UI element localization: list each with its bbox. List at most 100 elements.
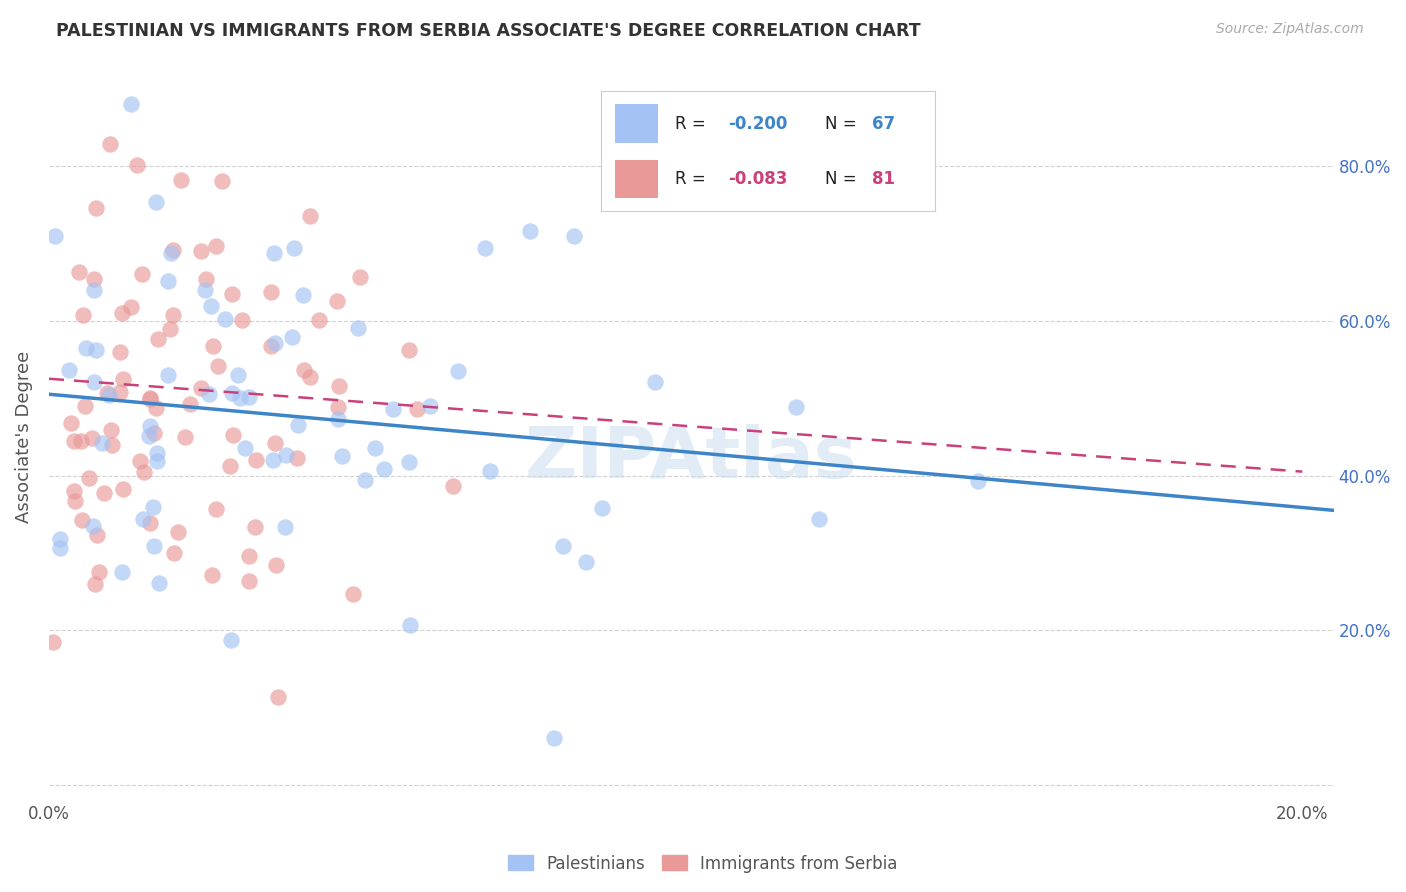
- Point: [42, 635, 65, 649]
- Point: [330, 449, 353, 463]
- Point: [342, 587, 364, 601]
- Point: [807, 512, 830, 526]
- Text: PALESTINIAN VS IMMIGRANTS FROM SERBIA ASSOCIATE'S DEGREE CORRELATION CHART: PALESTINIAN VS IMMIGRANTS FROM SERBIA AS…: [56, 22, 921, 40]
- Point: [82, 431, 104, 445]
- Point: [86, 528, 108, 542]
- Point: [479, 464, 502, 478]
- Point: [142, 500, 165, 515]
- Point: [142, 426, 165, 441]
- Point: [575, 555, 598, 569]
- Point: [96, 386, 118, 401]
- Point: [419, 399, 441, 413]
- Point: [87, 565, 110, 579]
- Point: [211, 174, 233, 188]
- Point: [264, 436, 287, 450]
- Point: [263, 245, 285, 260]
- Point: [157, 274, 180, 288]
- Point: [98, 137, 121, 152]
- Point: [381, 401, 404, 416]
- Point: [60, 417, 83, 431]
- Point: [138, 419, 160, 434]
- Point: [139, 391, 162, 405]
- Point: [280, 330, 302, 344]
- Point: [204, 502, 226, 516]
- Point: [562, 228, 585, 243]
- Point: [163, 546, 186, 560]
- Point: [100, 423, 122, 437]
- Point: [77, 471, 100, 485]
- Point: [326, 400, 349, 414]
- Point: [447, 364, 470, 378]
- Point: [167, 524, 190, 539]
- Point: [229, 391, 252, 405]
- Point: [145, 401, 167, 415]
- Point: [111, 483, 134, 497]
- Point: [146, 454, 169, 468]
- Point: [125, 158, 148, 172]
- Point: [63, 434, 86, 448]
- Point: [328, 412, 350, 426]
- Point: [195, 272, 218, 286]
- Point: [308, 313, 330, 327]
- Point: [72, 308, 94, 322]
- Point: [205, 239, 228, 253]
- Point: [328, 379, 350, 393]
- Point: [262, 453, 284, 467]
- Point: [138, 428, 160, 442]
- Point: [245, 520, 267, 534]
- Point: [190, 380, 212, 394]
- Point: [84, 343, 107, 358]
- Point: [145, 194, 167, 209]
- Point: [73, 400, 96, 414]
- Point: [221, 286, 243, 301]
- Point: [347, 320, 370, 334]
- Point: [405, 401, 427, 416]
- Point: [264, 558, 287, 573]
- Point: [644, 375, 666, 389]
- Point: [111, 371, 134, 385]
- Point: [170, 173, 193, 187]
- Point: [298, 209, 321, 223]
- Point: [129, 453, 152, 467]
- Point: [162, 308, 184, 322]
- Point: [591, 500, 613, 515]
- Point: [245, 453, 267, 467]
- Point: [91, 436, 114, 450]
- Point: [221, 385, 243, 400]
- Point: [201, 568, 224, 582]
- Point: [238, 390, 260, 404]
- Point: [785, 400, 807, 414]
- Point: [966, 474, 988, 488]
- Point: [97, 388, 120, 402]
- Point: [156, 368, 179, 383]
- Point: [110, 384, 132, 399]
- Point: [200, 299, 222, 313]
- Point: [86, 201, 108, 215]
- Point: [82, 519, 104, 533]
- Point: [238, 549, 260, 563]
- Point: [519, 224, 541, 238]
- Point: [238, 574, 260, 589]
- Point: [364, 441, 387, 455]
- Point: [264, 336, 287, 351]
- Point: [69, 434, 91, 448]
- Point: [285, 451, 308, 466]
- Point: [218, 458, 240, 473]
- Point: [148, 576, 170, 591]
- Point: [120, 97, 142, 112]
- Point: [260, 285, 283, 299]
- Point: [145, 446, 167, 460]
- Point: [63, 493, 86, 508]
- Point: [83, 375, 105, 389]
- Point: [354, 474, 377, 488]
- Point: [214, 312, 236, 326]
- Point: [63, 484, 86, 499]
- Point: [83, 577, 105, 591]
- Point: [398, 617, 420, 632]
- Point: [83, 272, 105, 286]
- Point: [326, 293, 349, 308]
- Point: [162, 244, 184, 258]
- Point: [179, 396, 201, 410]
- Point: [474, 241, 496, 255]
- Point: [287, 418, 309, 433]
